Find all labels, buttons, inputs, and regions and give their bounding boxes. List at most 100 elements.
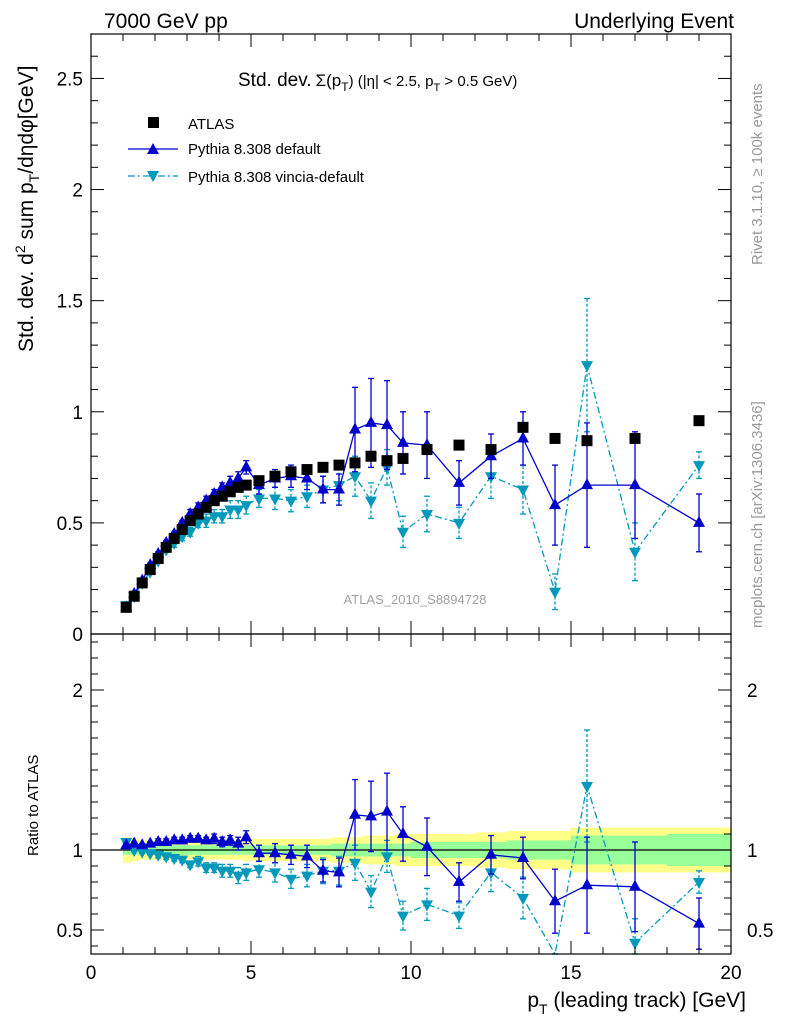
atlas-marker: [317, 461, 329, 473]
vincia-marker: [269, 494, 281, 506]
ratio-pythia-marker: [397, 827, 409, 838]
ratio-pythia-marker: [184, 831, 197, 843]
ratio-y-axis-label: Ratio to ATLAS: [25, 755, 42, 856]
ratio-pythia-marker: [333, 865, 345, 877]
atlas-marker: [301, 464, 313, 476]
x-axis-label: pT (leading track) [GeV]: [527, 989, 746, 1017]
vincia-marker: [365, 496, 377, 508]
x-tick-label: 5: [246, 963, 257, 984]
ratio-vincia-marker: [629, 938, 641, 950]
vincia-marker: [216, 512, 229, 524]
ratio-pythia-marker: [152, 835, 165, 846]
pythia-marker: [240, 460, 253, 472]
ratio-pythia-marker: [693, 916, 705, 928]
atlas-marker: [421, 444, 433, 456]
ratio-pythia-marker: [517, 851, 529, 862]
title-main: Std. dev.: [238, 70, 312, 91]
vincia-marker: [349, 472, 361, 484]
atlas-marker: [184, 515, 196, 527]
ratio-vincia-marker: [397, 911, 409, 923]
main-y-tick-label: 1: [72, 403, 83, 424]
atlas-marker: [285, 466, 297, 478]
xlabel-part-a: p: [527, 989, 539, 1012]
ratio-pythia-marker: [224, 833, 237, 845]
atlas-marker: [192, 508, 204, 520]
atlas-marker: [160, 541, 172, 553]
atlas-marker: [120, 601, 132, 613]
title-sigma-sub: T: [341, 80, 349, 94]
pythia-marker: [693, 515, 705, 527]
ratio-pythia-marker: [192, 831, 205, 843]
ratio-pythia-marker: [269, 846, 281, 858]
ratio-y-tick-label-right: 0.5: [747, 921, 773, 942]
atlas-marker: [333, 459, 345, 471]
atlas-marker: [240, 479, 252, 491]
mcplots-label: mcplots.cern.ch [arXiv:1306.3436]: [749, 401, 766, 628]
ratio-y-tick-label: 1: [72, 841, 83, 862]
atlas-marker: [485, 444, 497, 456]
legend-marker-pythia: [147, 143, 159, 154]
ratio-pythia-marker: [549, 894, 561, 906]
ratio-vincia-marker: [240, 868, 253, 880]
title-cuts-a: ) (|η| < 2.5, p: [349, 73, 434, 90]
ratio-vincia-marker: [453, 911, 465, 923]
ratio-pythia-marker: [232, 836, 245, 848]
ratio-vincia-marker: [232, 871, 245, 883]
title-sigma: Σ(p: [316, 71, 342, 90]
title-cuts-b: > 0.5 GeV): [440, 73, 517, 90]
main-y-tick-label: 2: [72, 181, 83, 202]
vincia-marker: [421, 510, 433, 521]
main-y-tick-label: 0: [72, 625, 83, 646]
ratio-vincia-marker: [253, 865, 265, 877]
ratio-vincia-marker: [269, 868, 281, 880]
ratio-pythia-marker: [240, 830, 253, 842]
atlas-marker: [200, 501, 212, 513]
ylabel-sup: 2: [12, 245, 28, 253]
atlas-marker: [176, 524, 188, 536]
main-plot-content: [120, 297, 705, 613]
atlas-marker: [693, 415, 705, 427]
vincia-marker: [397, 527, 409, 539]
vincia-marker: [517, 485, 529, 497]
x-tick-label: 15: [560, 963, 581, 984]
pythia-marker: [629, 478, 641, 490]
vincia-marker: [453, 518, 465, 530]
ylabel-part-a: Std. dev. d: [15, 253, 38, 352]
main-y-tick-label: 0.5: [57, 514, 83, 535]
ratio-pythia-marker: [581, 878, 593, 890]
legend-marker-vincia: [147, 171, 159, 182]
atlas-marker: [397, 452, 409, 464]
atlas-marker: [349, 457, 361, 469]
atlas-marker: [269, 470, 281, 482]
ratio-pythia-marker: [421, 839, 433, 851]
ratio-vincia-marker: [365, 887, 377, 899]
ratio-y-tick-label-right: 2: [747, 681, 758, 702]
pythia-marker: [333, 482, 345, 494]
header-collision-label: 7000 GeV pp: [104, 10, 228, 33]
rivet-version-label: Rivet 3.1.10, ≥ 100k events: [749, 83, 766, 265]
pythia-marker: [517, 431, 529, 443]
main-panel: 00.511.522.5 Std. dev. Σ(pT) (|η| < 2.5, …: [12, 33, 732, 646]
ratio-y-tick-label: 2: [72, 681, 83, 702]
ratio-pythia-marker: [168, 833, 181, 845]
ratio-y-tick-label-right: 1: [747, 841, 758, 862]
ratio-pythia-marker: [208, 831, 221, 843]
ratio-vincia-marker: [693, 878, 705, 889]
vincia-marker: [629, 547, 641, 559]
atlas-marker: [224, 486, 236, 498]
legend-marker-atlas: [148, 117, 159, 128]
xlabel-part-b: (leading track) [GeV]: [548, 989, 746, 1012]
atlas-marker: [208, 495, 220, 507]
x-tick-label: 10: [400, 963, 421, 984]
atlas-marker: [365, 450, 377, 462]
pythia-marker: [301, 471, 313, 483]
pythia-marker: [365, 415, 377, 427]
atlas-marker: [629, 432, 641, 444]
atlas-marker: [517, 421, 529, 433]
xlabel-sub: T: [539, 1001, 548, 1017]
pythia-marker: [549, 498, 561, 510]
analysis-watermark: ATLAS_2010_S8894728: [344, 592, 487, 607]
atlas-marker: [232, 481, 244, 493]
legend-label-atlas: ATLAS: [188, 116, 234, 133]
